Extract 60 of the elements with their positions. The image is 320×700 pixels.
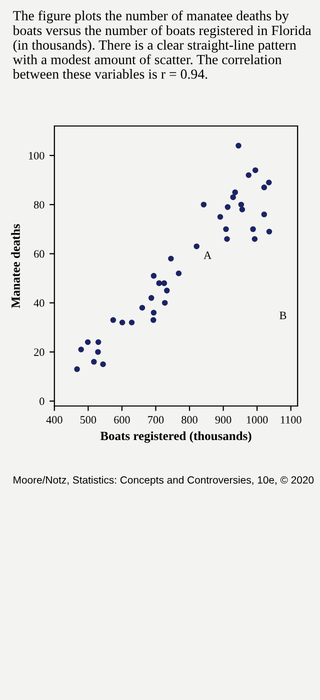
point [236, 142, 242, 149]
x-axis-title: Boats registered (thousands) [100, 431, 252, 443]
x-tick-label: 500 [80, 416, 96, 424]
point [150, 272, 157, 279]
point [148, 295, 154, 301]
x-tick-label: 400 [46, 416, 62, 424]
point [230, 194, 236, 200]
y-tick-label: 100 [28, 152, 44, 160]
point [176, 270, 182, 276]
x-tick-label: 1000 [246, 416, 268, 424]
x-tick-label: 1100 [280, 416, 302, 424]
point [217, 214, 224, 220]
x-tick-label: 800 [182, 416, 198, 424]
chart-title: The figure plots the number of manatee deaths by boats versus the number of boats registered in Florida (in thousands). There is a clear straight-line pattern with a modest amount of scatter. The correlation between these variables is r = 0.94. [12, 10, 312, 79]
point [100, 361, 106, 368]
point [232, 189, 238, 196]
point [168, 256, 174, 262]
point [224, 204, 231, 210]
point [161, 280, 168, 286]
x-tick-label: 600 [114, 416, 130, 424]
point [139, 304, 146, 311]
text: Moore/Notz, Statistics: Concepts and Controversies, 10e, © 2020 [14, 476, 314, 486]
annotation: B [280, 312, 286, 320]
point [74, 366, 80, 372]
point [224, 236, 230, 242]
point [156, 280, 162, 286]
y-tick-label: 0 [40, 398, 44, 406]
point [128, 320, 135, 326]
point [261, 184, 268, 190]
point [119, 320, 126, 326]
point [150, 310, 157, 316]
point [252, 167, 258, 174]
point [246, 172, 252, 178]
point [91, 358, 97, 365]
y-tick-label: 20 [34, 348, 44, 356]
point [78, 346, 84, 352]
point [110, 317, 116, 323]
point [164, 288, 170, 294]
y-tick-label: 60 [34, 250, 44, 258]
point [266, 228, 272, 235]
point [162, 300, 168, 306]
point [200, 202, 207, 208]
y-axis-title: Manatee deaths [11, 224, 20, 308]
x-tick-label: 700 [148, 416, 164, 424]
point [266, 180, 272, 186]
point [252, 236, 258, 242]
y-tick-label: 40 [34, 299, 44, 307]
point [194, 243, 200, 250]
point [238, 202, 244, 208]
point [239, 206, 246, 212]
annotation: A [204, 252, 212, 259]
y-tick-label: 80 [34, 201, 44, 209]
point [250, 226, 256, 232]
point [95, 339, 102, 346]
point [95, 349, 101, 355]
x-tick-label: 900 [215, 416, 232, 424]
point [223, 226, 229, 232]
point [150, 317, 156, 323]
point [84, 339, 91, 346]
point [261, 212, 268, 218]
